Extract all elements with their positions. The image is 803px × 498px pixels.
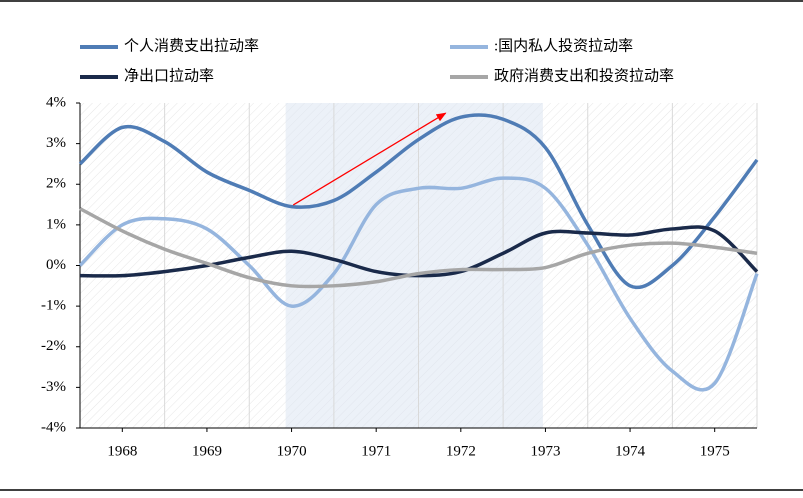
y-tick-label: 0%: [46, 257, 66, 273]
y-tick-label: -3%: [41, 379, 66, 395]
legend-label: 政府消费支出和投资拉动率: [494, 67, 674, 84]
x-tick-label: 1971: [361, 443, 391, 459]
legend-label: 净出口拉动率: [124, 67, 214, 84]
x-tick-label: 1969: [192, 443, 222, 459]
y-tick-label: 4%: [46, 94, 66, 110]
y-tick-label: 1%: [46, 216, 66, 232]
annotation-arrow: [292, 112, 447, 206]
series-line: [78, 113, 759, 290]
series-line: [79, 207, 758, 289]
x-tick-label: 1974: [615, 443, 646, 459]
y-tick-label: -4%: [41, 419, 66, 435]
x-tick-label: 1972: [446, 443, 476, 459]
x-tick-label: 1970: [277, 443, 307, 459]
legend-label: :国内私人投资拉动率: [494, 37, 633, 54]
y-tick-label: 3%: [46, 135, 66, 151]
highlight-region: [285, 103, 543, 428]
y-tick-label: 2%: [46, 176, 66, 192]
x-tick-label: 1973: [530, 443, 560, 459]
x-tick-label: 1975: [700, 443, 730, 459]
series-line: [79, 225, 759, 278]
y-tick-label: -1%: [41, 298, 66, 314]
y-tick-label: -2%: [41, 338, 66, 354]
series-line: [78, 176, 759, 392]
x-tick-label: 1968: [107, 443, 137, 459]
legend-label: 个人消费支出拉动率: [124, 37, 259, 54]
